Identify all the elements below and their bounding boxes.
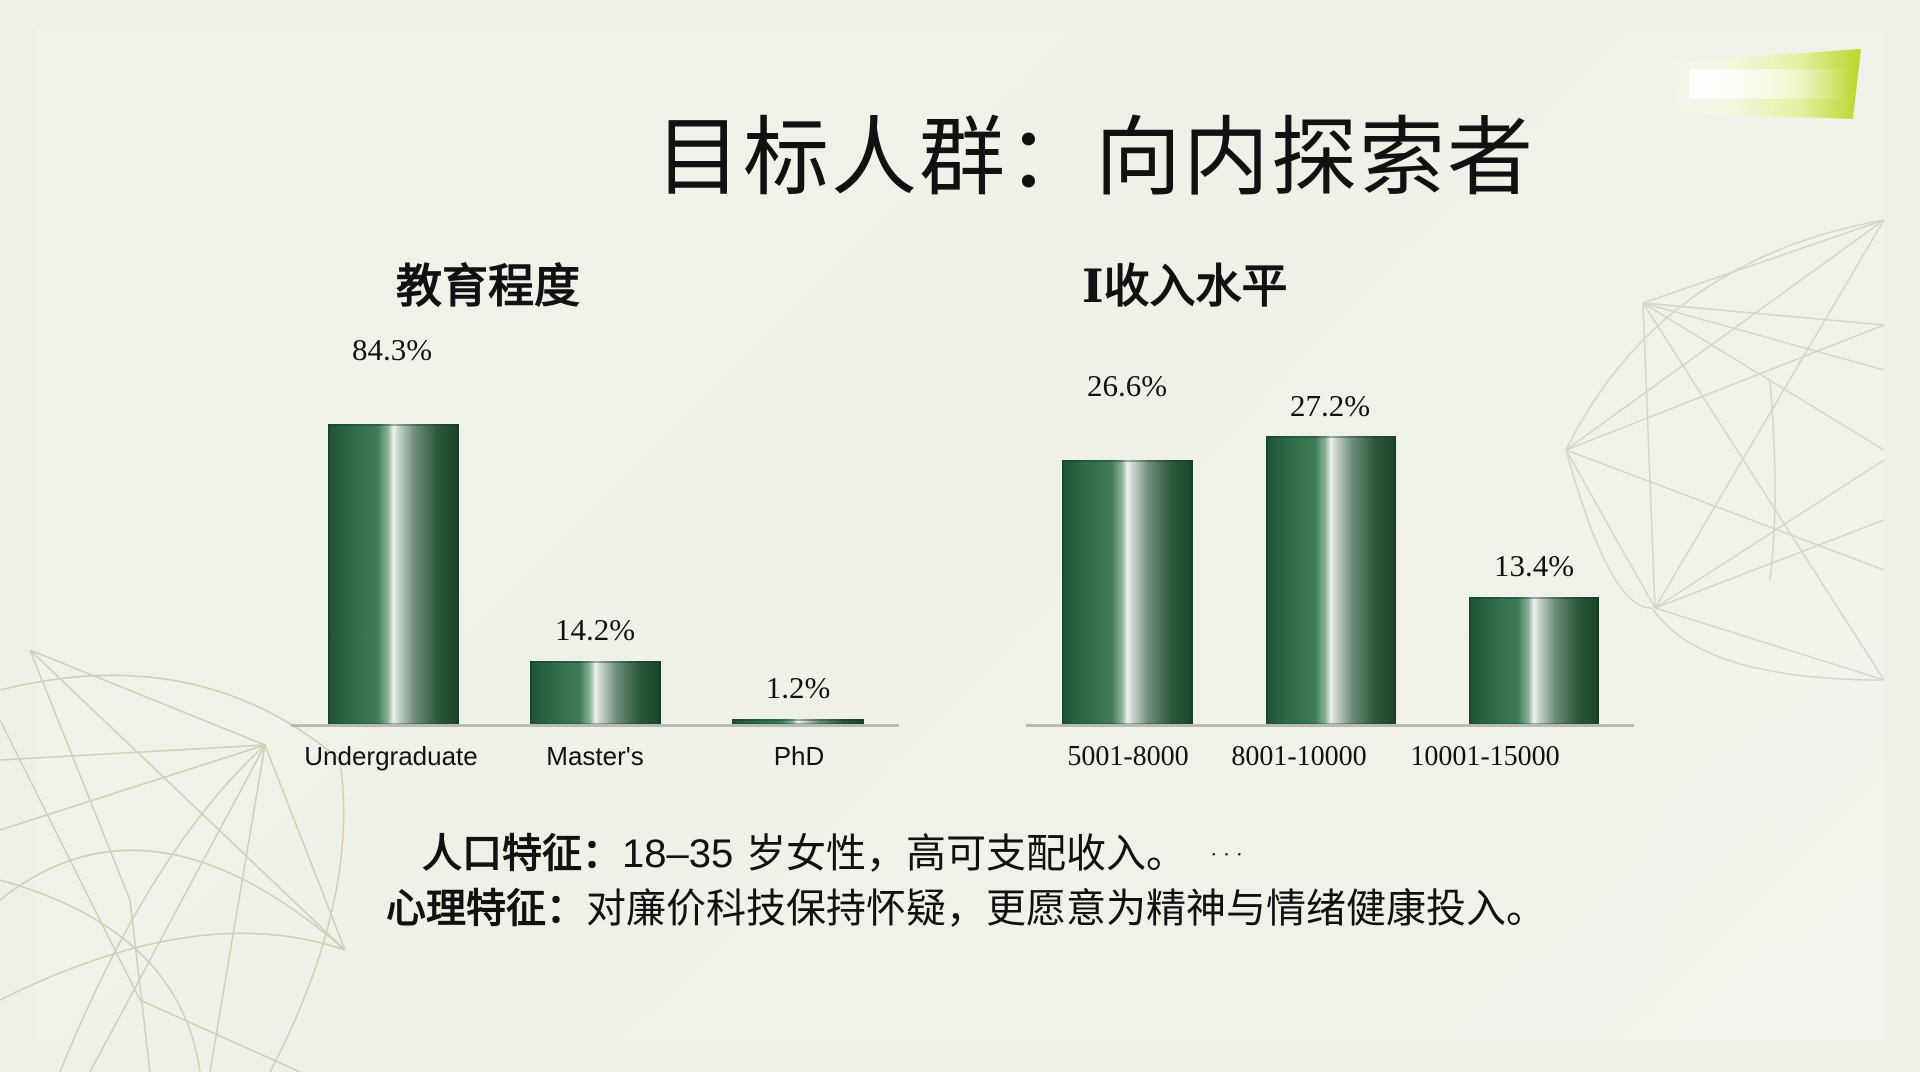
- income-chart-title: I收入水平: [1082, 259, 1288, 313]
- slide-title: 目标人群：向内探索者: [655, 108, 1535, 208]
- category-phd: PhD: [773, 741, 825, 771]
- bar-5001-8000: [1062, 460, 1193, 725]
- demographic-label: 人口特征：: [422, 830, 622, 877]
- bar-phd: [732, 719, 864, 725]
- psychographic-label: 心理特征：: [386, 885, 586, 932]
- education-x-axis: [291, 724, 899, 727]
- category-masters: Master's: [546, 741, 644, 771]
- education-chart-title: 教育程度: [396, 259, 580, 313]
- value-label-8001-10000: 27.2%: [1289, 388, 1371, 423]
- demographic-text: 岁女性，高可支配收入。: [733, 831, 1186, 877]
- bar-8001-10000: [1266, 436, 1396, 725]
- value-label-phd: 1.2%: [765, 670, 831, 705]
- income-x-axis: [1026, 724, 1634, 727]
- category-5001-8000: 5001-8000: [1067, 741, 1189, 772]
- value-label-undergraduate: 84.3%: [351, 332, 433, 367]
- value-label-5001-8000: 26.6%: [1086, 368, 1168, 403]
- demographic-note: 人口特征：18–35 岁女性，高可支配收入。 · · ·: [422, 829, 1242, 879]
- age-range: 18–35: [622, 832, 734, 876]
- category-undergraduate: Undergraduate: [304, 741, 478, 771]
- bar-masters: [530, 661, 661, 725]
- value-label-10001-15000: 13.4%: [1493, 548, 1575, 583]
- category-10001-15000: 10001-15000: [1410, 741, 1560, 772]
- psychographic-text: 对廉价科技保持怀疑，更愿意为精神与情绪健康投入。: [586, 886, 1546, 932]
- category-8001-10000: 8001-10000: [1231, 741, 1367, 772]
- trailing-dots: · · ·: [1210, 842, 1243, 866]
- bar-10001-15000: [1469, 597, 1599, 725]
- bar-undergraduate: [328, 424, 459, 725]
- psychographic-note: 心理特征：对廉价科技保持怀疑，更愿意为精神与情绪健康投入。: [386, 884, 1546, 934]
- value-label-masters: 14.2%: [554, 612, 636, 647]
